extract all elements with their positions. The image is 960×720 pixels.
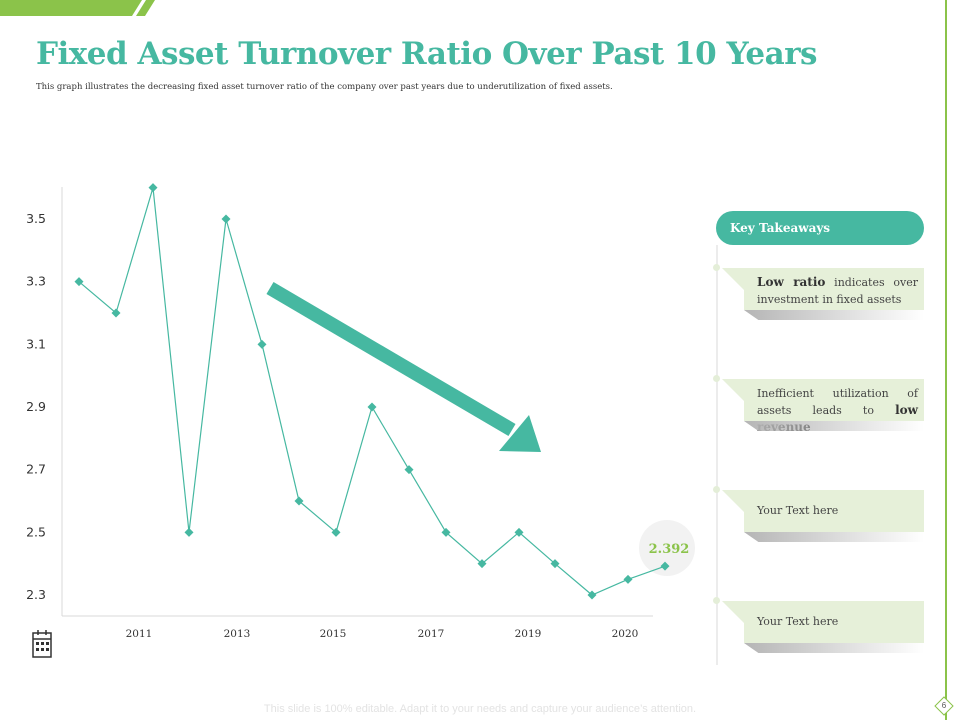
takeaway-1-text: indicates over investment in fixed asset… — [757, 276, 918, 306]
timeline-dot — [713, 264, 720, 271]
data-point — [660, 561, 670, 571]
timeline-dot — [713, 486, 720, 493]
page-subtitle: This graph illustrates the decreasing fi… — [36, 82, 613, 92]
data-point — [148, 183, 158, 193]
y-tick-label: 3.5 — [26, 211, 46, 226]
x-tick-label: 2017 — [418, 628, 445, 640]
card-shadow — [744, 310, 924, 320]
data-point — [294, 496, 304, 506]
data-point — [221, 214, 231, 224]
data-point — [74, 277, 84, 287]
takeaway-3-text: Your Text here — [757, 504, 839, 517]
calendar-icon — [32, 630, 52, 658]
takeaway-card-1: Low ratio indicates over investment in f… — [722, 268, 924, 310]
x-tick-label: 2013 — [224, 628, 251, 640]
footer-note: This slide is 100% editable. Adapt it to… — [263, 703, 697, 715]
page-number-badge — [934, 696, 954, 716]
data-point — [367, 402, 377, 412]
trend-arrow-shaft — [266, 281, 516, 437]
x-tick-label: 2020 — [612, 628, 639, 640]
line-chart: 3.5 3.3 3.1 2.9 2.7 2.5 2.3 2011 2013 2015 2017 201… — [26, 183, 695, 640]
x-tick-label: 2015 — [320, 628, 347, 640]
y-tick-label: 3.3 — [26, 274, 46, 289]
value-callout-label: 2.392 — [649, 542, 690, 557]
data-point — [550, 559, 560, 569]
y-tick-label: 2.9 — [26, 399, 46, 414]
trend-arrow-head — [499, 415, 541, 452]
y-tick-label: 3.1 — [26, 336, 46, 351]
takeaway-2-text: Inefficient utilization of assets leads … — [757, 387, 918, 417]
data-point — [477, 559, 487, 569]
page-title: Fixed Asset Turnover Ratio Over Past 10 … — [36, 36, 818, 72]
takeaway-card-3: Your Text here — [722, 490, 924, 532]
key-takeaways-header: Key Takeaways — [716, 211, 924, 245]
top-accent-bar — [0, 0, 155, 16]
page-number: 6 — [941, 701, 947, 710]
takeaway-1-bold: Low ratio — [757, 275, 826, 289]
data-point — [623, 574, 633, 584]
timeline-dot — [713, 375, 720, 382]
timeline-dot — [713, 597, 720, 604]
data-point — [184, 527, 194, 537]
data-point — [514, 527, 524, 537]
data-point — [331, 527, 341, 537]
data-point — [587, 590, 597, 600]
takeaway-card-2: Inefficient utilization of assets leads … — [722, 379, 924, 434]
series-line — [78, 187, 666, 596]
right-border-line — [945, 0, 947, 720]
data-point — [111, 308, 121, 318]
y-tick-label: 2.3 — [26, 587, 46, 602]
timeline-line — [716, 245, 718, 665]
x-tick-label: 2019 — [515, 628, 542, 640]
data-point — [404, 465, 414, 475]
card-shadow — [744, 532, 924, 542]
value-callout-circle — [639, 520, 695, 576]
takeaway-card-4: Your Text here — [722, 601, 924, 643]
card-shadow — [744, 421, 924, 431]
y-tick-label: 2.7 — [26, 462, 46, 477]
x-tick-label: 2011 — [126, 628, 153, 640]
y-tick-label: 2.5 — [26, 524, 46, 539]
card-shadow — [744, 643, 924, 653]
data-point — [441, 527, 451, 537]
data-point — [257, 339, 267, 349]
takeaway-4-text: Your Text here — [757, 615, 839, 628]
